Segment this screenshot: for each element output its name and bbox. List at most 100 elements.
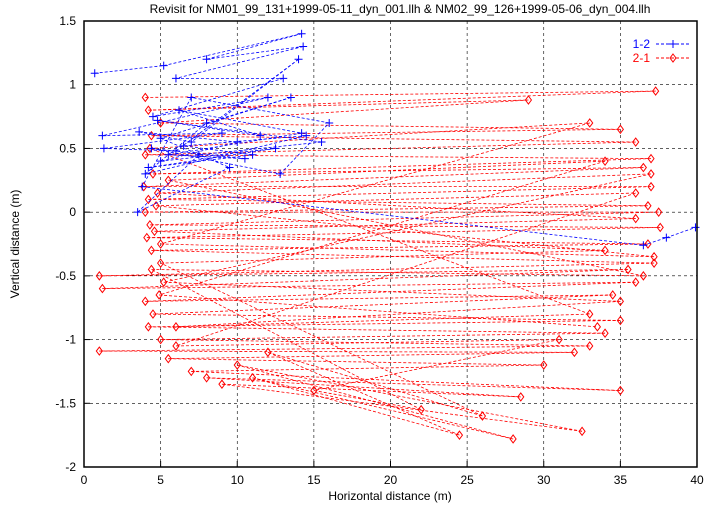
series-layer [90, 29, 700, 444]
data-point [202, 55, 211, 64]
data-point [240, 154, 249, 163]
x-tick-label: 10 [231, 473, 245, 487]
data-point [194, 150, 203, 159]
series-segment [137, 167, 230, 213]
data-point [164, 353, 172, 364]
series-segment [102, 97, 268, 137]
data-point [141, 169, 150, 178]
data-point [297, 29, 306, 38]
series-segment [160, 99, 529, 124]
data-point [325, 118, 334, 127]
series-segment [168, 132, 302, 156]
data-point [271, 144, 280, 153]
data-point [651, 86, 660, 96]
data-point [160, 277, 168, 288]
series-segment [148, 186, 652, 200]
data-point [147, 144, 156, 153]
data-point [639, 271, 647, 281]
data-point [632, 188, 640, 198]
data-point [455, 430, 464, 440]
data-point [141, 149, 149, 160]
series-segment [157, 119, 261, 137]
data-point [218, 379, 226, 390]
series-segment [152, 313, 621, 321]
series-segment [151, 135, 636, 143]
data-point [144, 321, 152, 332]
series-segment [178, 109, 261, 137]
data-point [632, 277, 640, 288]
series-segment [198, 141, 322, 156]
data-point [150, 226, 159, 237]
series-segment [175, 192, 636, 347]
x-axis-label: Horizontal distance (m) [328, 489, 451, 503]
data-point [99, 144, 108, 153]
data-point [264, 347, 272, 358]
data-point [171, 74, 180, 83]
series-segment [99, 350, 575, 353]
data-point [517, 392, 525, 402]
series-segment [148, 320, 621, 328]
data-point [95, 271, 103, 281]
series-segment [148, 326, 606, 334]
series-segment [175, 313, 590, 328]
series-segment [175, 339, 560, 347]
data-point [172, 341, 180, 351]
series-segment [149, 148, 590, 315]
data-point [171, 146, 180, 155]
data-point [570, 347, 579, 358]
y-tick-label: -0.5 [55, 269, 76, 283]
data-point [233, 360, 241, 370]
series-2-1 [95, 86, 664, 444]
data-point [601, 156, 609, 167]
series-segment [148, 199, 648, 207]
data-point [248, 372, 257, 383]
data-point [153, 116, 162, 125]
data-point [540, 360, 548, 370]
series-segment [206, 97, 292, 124]
series-segment [145, 135, 307, 175]
data-point [302, 131, 311, 140]
y-tick-label: 0.5 [59, 141, 76, 155]
data-point [157, 258, 165, 268]
series-segment [152, 77, 284, 117]
series-segment [145, 141, 636, 156]
x-tick-label: 15 [307, 473, 321, 487]
series-segment [99, 269, 629, 277]
series-segment [168, 179, 644, 277]
series-segment [149, 211, 659, 226]
legend-label: 2-1 [633, 51, 651, 65]
y-tick-label: 1 [69, 78, 76, 92]
y-tick-label: -2 [65, 460, 76, 474]
series-segment [99, 262, 655, 277]
series-segment [160, 141, 238, 162]
series-segment [168, 160, 606, 181]
series-segment [160, 148, 276, 162]
data-point [616, 124, 624, 135]
data-point [187, 366, 195, 377]
series-segment [237, 364, 583, 432]
data-point [609, 290, 617, 300]
series-segment [151, 269, 644, 277]
series-segment [139, 131, 238, 143]
series-segment [221, 383, 521, 398]
series-segment [160, 122, 621, 130]
data-point [616, 385, 624, 396]
y-tick-label: 0 [69, 205, 76, 219]
series-segment [168, 358, 544, 366]
series-segment [148, 154, 253, 168]
data-point [586, 118, 594, 128]
data-point [98, 131, 107, 140]
data-point [156, 134, 165, 143]
x-tick-label: 20 [384, 473, 398, 487]
data-point [95, 346, 103, 356]
data-point [187, 138, 196, 147]
series-segment [146, 227, 661, 239]
series-segment [156, 192, 636, 207]
y-tick-label: -1 [65, 333, 76, 347]
data-point [148, 112, 157, 121]
series-segment [154, 230, 606, 251]
series-segment [206, 377, 621, 391]
series-segment [148, 99, 529, 111]
data-point [586, 341, 594, 351]
